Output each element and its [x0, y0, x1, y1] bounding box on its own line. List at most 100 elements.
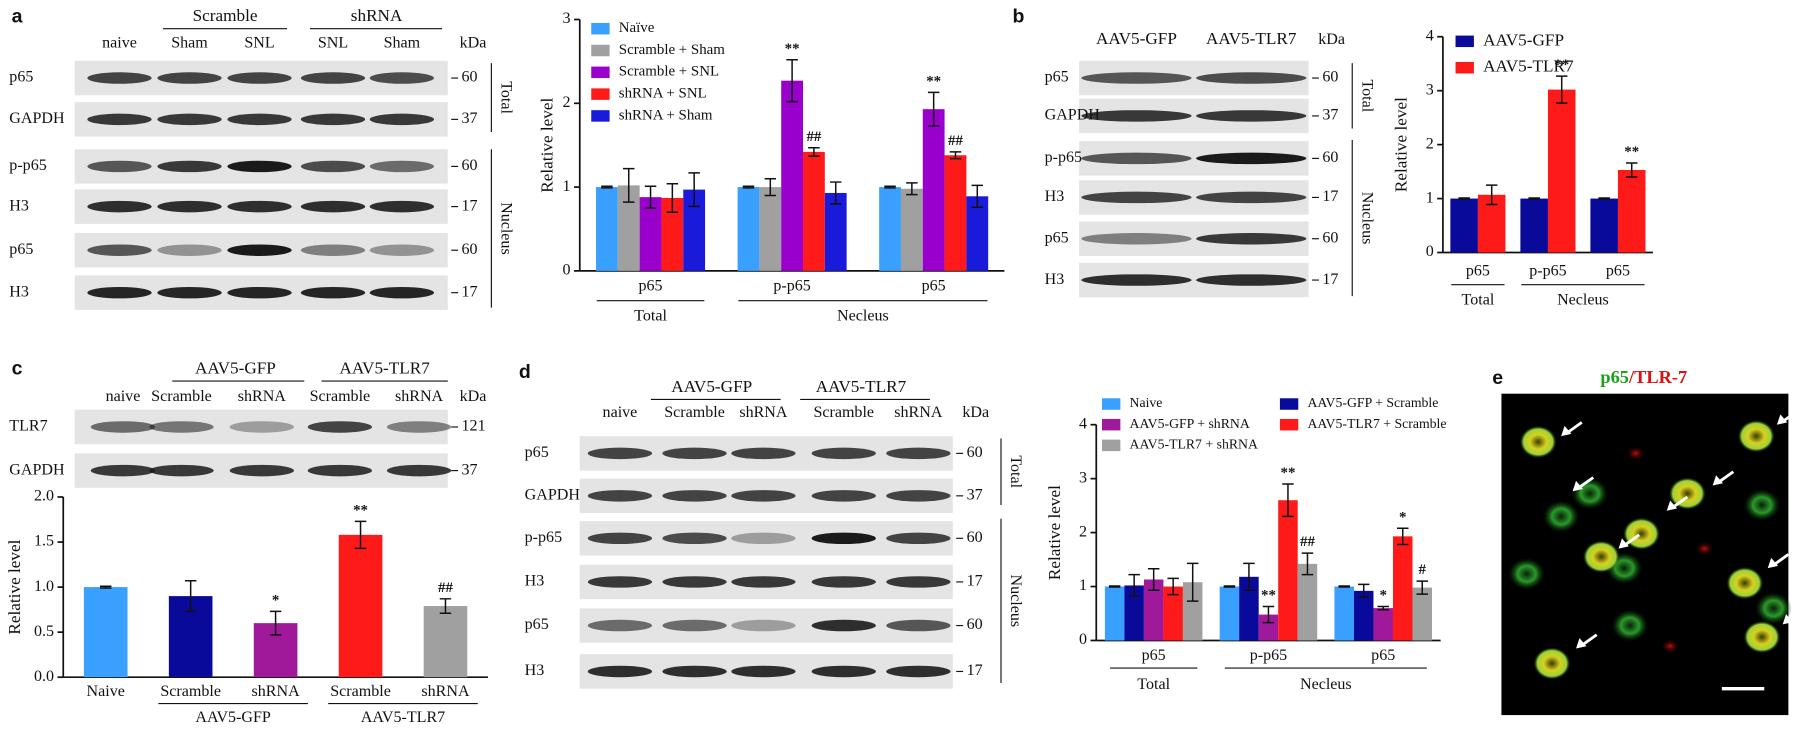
error-bar	[1528, 197, 1540, 200]
row-label: p65	[1045, 69, 1069, 86]
blot-band	[149, 464, 214, 477]
row-label: H3	[1045, 188, 1065, 205]
cell	[1737, 420, 1775, 453]
y-tick-label: 1.5	[34, 533, 54, 550]
cell	[1743, 488, 1781, 522]
blot-band	[731, 576, 796, 588]
bar	[781, 80, 804, 271]
blot-band	[369, 113, 434, 126]
group-label: Total	[1462, 291, 1495, 308]
blot-band	[587, 532, 653, 545]
error-bar	[971, 184, 984, 208]
significance-label: **	[1624, 144, 1639, 160]
bar	[824, 192, 847, 271]
error-bar	[1301, 552, 1314, 576]
bar	[1258, 614, 1279, 641]
y-tick-label: 1	[1079, 577, 1087, 594]
row-label: p65	[525, 444, 549, 461]
error-bar	[1357, 583, 1370, 599]
blot-band	[1081, 233, 1192, 245]
error-bar	[1108, 585, 1121, 588]
kda-label: 17	[967, 662, 983, 679]
kda-unit: kDa	[460, 388, 487, 405]
kda-label: 37	[967, 487, 983, 504]
bar	[737, 187, 760, 271]
blot-band	[886, 665, 951, 678]
cell	[1623, 517, 1660, 550]
blot-band	[731, 665, 796, 678]
blot-band	[662, 576, 727, 588]
blot-band	[87, 244, 152, 256]
blot-band	[1196, 191, 1307, 204]
blot-band	[1081, 72, 1192, 84]
bar	[1617, 169, 1646, 253]
blot-group-label: AAV5-GFP	[195, 359, 276, 378]
x-tick-label: Scramble	[160, 683, 221, 700]
cell	[1755, 592, 1792, 625]
kda-label: 17	[1322, 188, 1338, 205]
lane-label: naive	[106, 388, 141, 405]
row-label: GAPDH	[1045, 107, 1101, 124]
group-label: AAV5-TLR7	[361, 709, 445, 726]
kda-label: 60	[462, 157, 478, 174]
row-label: p-p65	[1045, 149, 1082, 166]
legend-label: Naïve	[619, 20, 655, 36]
kda-label: 60	[967, 444, 983, 461]
bar	[1373, 608, 1393, 641]
error-bar	[1147, 567, 1160, 592]
x-tick-label: Scramble	[330, 683, 391, 700]
section-label: Total	[1007, 455, 1024, 488]
cell	[1582, 540, 1620, 573]
blot-band	[1196, 274, 1307, 286]
cell	[1726, 567, 1764, 600]
bar	[1143, 579, 1164, 641]
kda-label: 17	[967, 573, 983, 590]
legend-label: AAV5-TLR7 + Scramble	[1307, 416, 1446, 431]
error-bar	[829, 181, 842, 205]
error-bar	[1396, 527, 1409, 546]
blot-band	[300, 160, 366, 173]
kda-label: 60	[967, 616, 983, 633]
blot-band	[87, 72, 152, 84]
blot-band	[157, 72, 222, 84]
blot-band	[227, 200, 292, 213]
blot-band	[662, 619, 727, 632]
error-bar	[906, 182, 918, 196]
row-label: p-p65	[525, 529, 562, 546]
y-tick-label: 2	[1079, 523, 1087, 540]
blot-band	[369, 286, 434, 299]
lane-label: SNL	[244, 34, 274, 51]
error-bar	[1458, 197, 1470, 200]
lane-label: shRNA	[739, 404, 788, 421]
section-label: Nucleus	[497, 202, 514, 255]
bar	[1219, 586, 1240, 641]
kda-label: 60	[1322, 149, 1338, 166]
section-label: Nucleus	[1358, 192, 1375, 245]
blot-band	[662, 532, 727, 545]
image-title-part: /	[1628, 367, 1635, 387]
blot-band	[587, 576, 653, 588]
significance-label: *	[272, 593, 279, 609]
error-bar	[1128, 573, 1140, 597]
blot-band	[731, 532, 796, 545]
bar	[759, 187, 782, 271]
cell	[1519, 425, 1557, 458]
cell	[1660, 639, 1680, 654]
x-tick-label: shRNA	[252, 683, 301, 700]
y-tick-label: 2	[1426, 135, 1434, 152]
bar	[338, 534, 383, 678]
kda-unit: kDa	[962, 404, 989, 421]
error-bar	[1223, 585, 1236, 588]
blot-band	[587, 665, 653, 678]
legend-swatch	[1455, 61, 1474, 74]
bar	[1182, 582, 1203, 641]
row-label: GAPDH	[9, 461, 65, 478]
y-tick-label: 3	[563, 10, 571, 27]
blot-band	[731, 619, 796, 632]
bar	[1278, 500, 1298, 641]
blot-band	[369, 160, 434, 173]
blot-band	[886, 490, 951, 502]
blot-group-label: AAV5-TLR7	[816, 377, 907, 396]
group-label: Total	[634, 307, 667, 324]
group-label: Necleus	[1557, 291, 1609, 308]
